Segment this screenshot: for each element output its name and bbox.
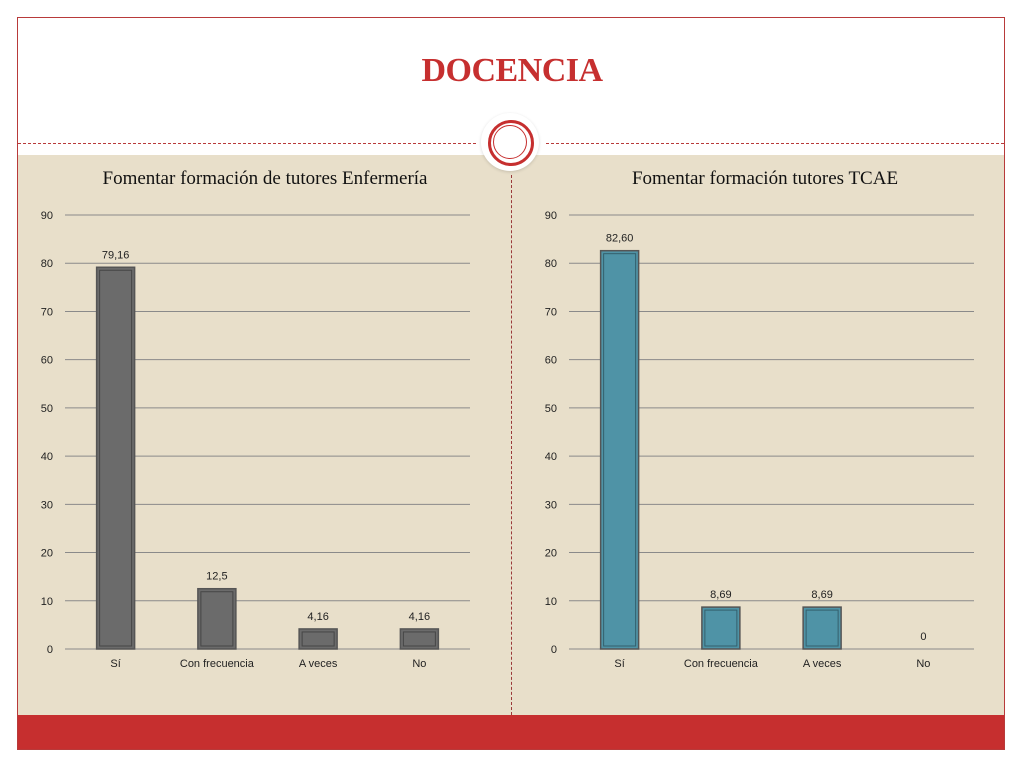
bar-inner-border (805, 609, 839, 647)
y-tick-label: 90 (41, 210, 53, 222)
y-tick-label: 50 (41, 403, 53, 415)
data-label: 12,5 (206, 571, 227, 583)
slide-title: DOCENCIA (421, 52, 603, 89)
x-tick-label: A veces (803, 658, 842, 670)
circle-emblem-icon (481, 113, 539, 171)
y-tick-label: 20 (545, 548, 557, 560)
y-tick-label: 50 (545, 403, 557, 415)
y-tick-label: 0 (47, 644, 53, 656)
data-label: 4,16 (307, 611, 328, 623)
bar-inner-border (603, 253, 637, 647)
x-tick-label: A veces (299, 658, 338, 670)
bar (701, 606, 741, 650)
x-tick-label: Con frecuencia (180, 658, 255, 670)
bar-inner-border (704, 609, 738, 647)
bar-inner-border (200, 591, 234, 647)
x-tick-label: Con frecuencia (684, 658, 759, 670)
y-tick-label: 20 (41, 548, 53, 560)
data-label: 0 (920, 631, 926, 643)
header-divider-right (546, 143, 1004, 144)
data-label: 79,16 (102, 249, 130, 261)
chart-title-enfermeria: Fomentar formación de tutores Enfermería (102, 168, 428, 189)
x-tick-label: No (916, 658, 930, 670)
bar-inner-border (402, 631, 436, 647)
bar-inner-border (301, 631, 335, 647)
y-tick-label: 40 (545, 451, 557, 463)
data-label: 4,16 (409, 611, 430, 623)
footer-bar (18, 715, 1004, 749)
y-tick-label: 40 (41, 451, 53, 463)
y-tick-label: 60 (545, 355, 557, 367)
bar (802, 606, 842, 650)
y-tick-label: 70 (545, 306, 557, 318)
x-tick-label: No (412, 658, 426, 670)
chart-title-tcae: Fomentar formación tutores TCAE (631, 168, 899, 189)
y-tick-label: 30 (41, 499, 53, 511)
bar (95, 266, 136, 650)
bar (599, 249, 640, 650)
y-tick-label: 0 (551, 644, 557, 656)
y-tick-label: 80 (41, 258, 53, 270)
y-tick-label: 10 (545, 596, 557, 608)
bar (399, 628, 440, 650)
data-label: 8,69 (710, 589, 731, 601)
chart-divider (511, 175, 512, 715)
data-label: 8,69 (811, 589, 832, 601)
y-tick-label: 60 (41, 355, 53, 367)
y-tick-label: 90 (545, 210, 557, 222)
y-tick-label: 70 (41, 306, 53, 318)
bar (197, 587, 237, 650)
bar-inner-border (99, 269, 133, 647)
data-label: 82,60 (606, 233, 634, 245)
y-tick-label: 10 (41, 596, 53, 608)
y-tick-label: 30 (545, 499, 557, 511)
x-tick-label: Sí (614, 658, 624, 670)
y-tick-label: 80 (545, 258, 557, 270)
bar (298, 628, 338, 650)
x-tick-label: Sí (110, 658, 120, 670)
header-divider-left (18, 143, 476, 144)
